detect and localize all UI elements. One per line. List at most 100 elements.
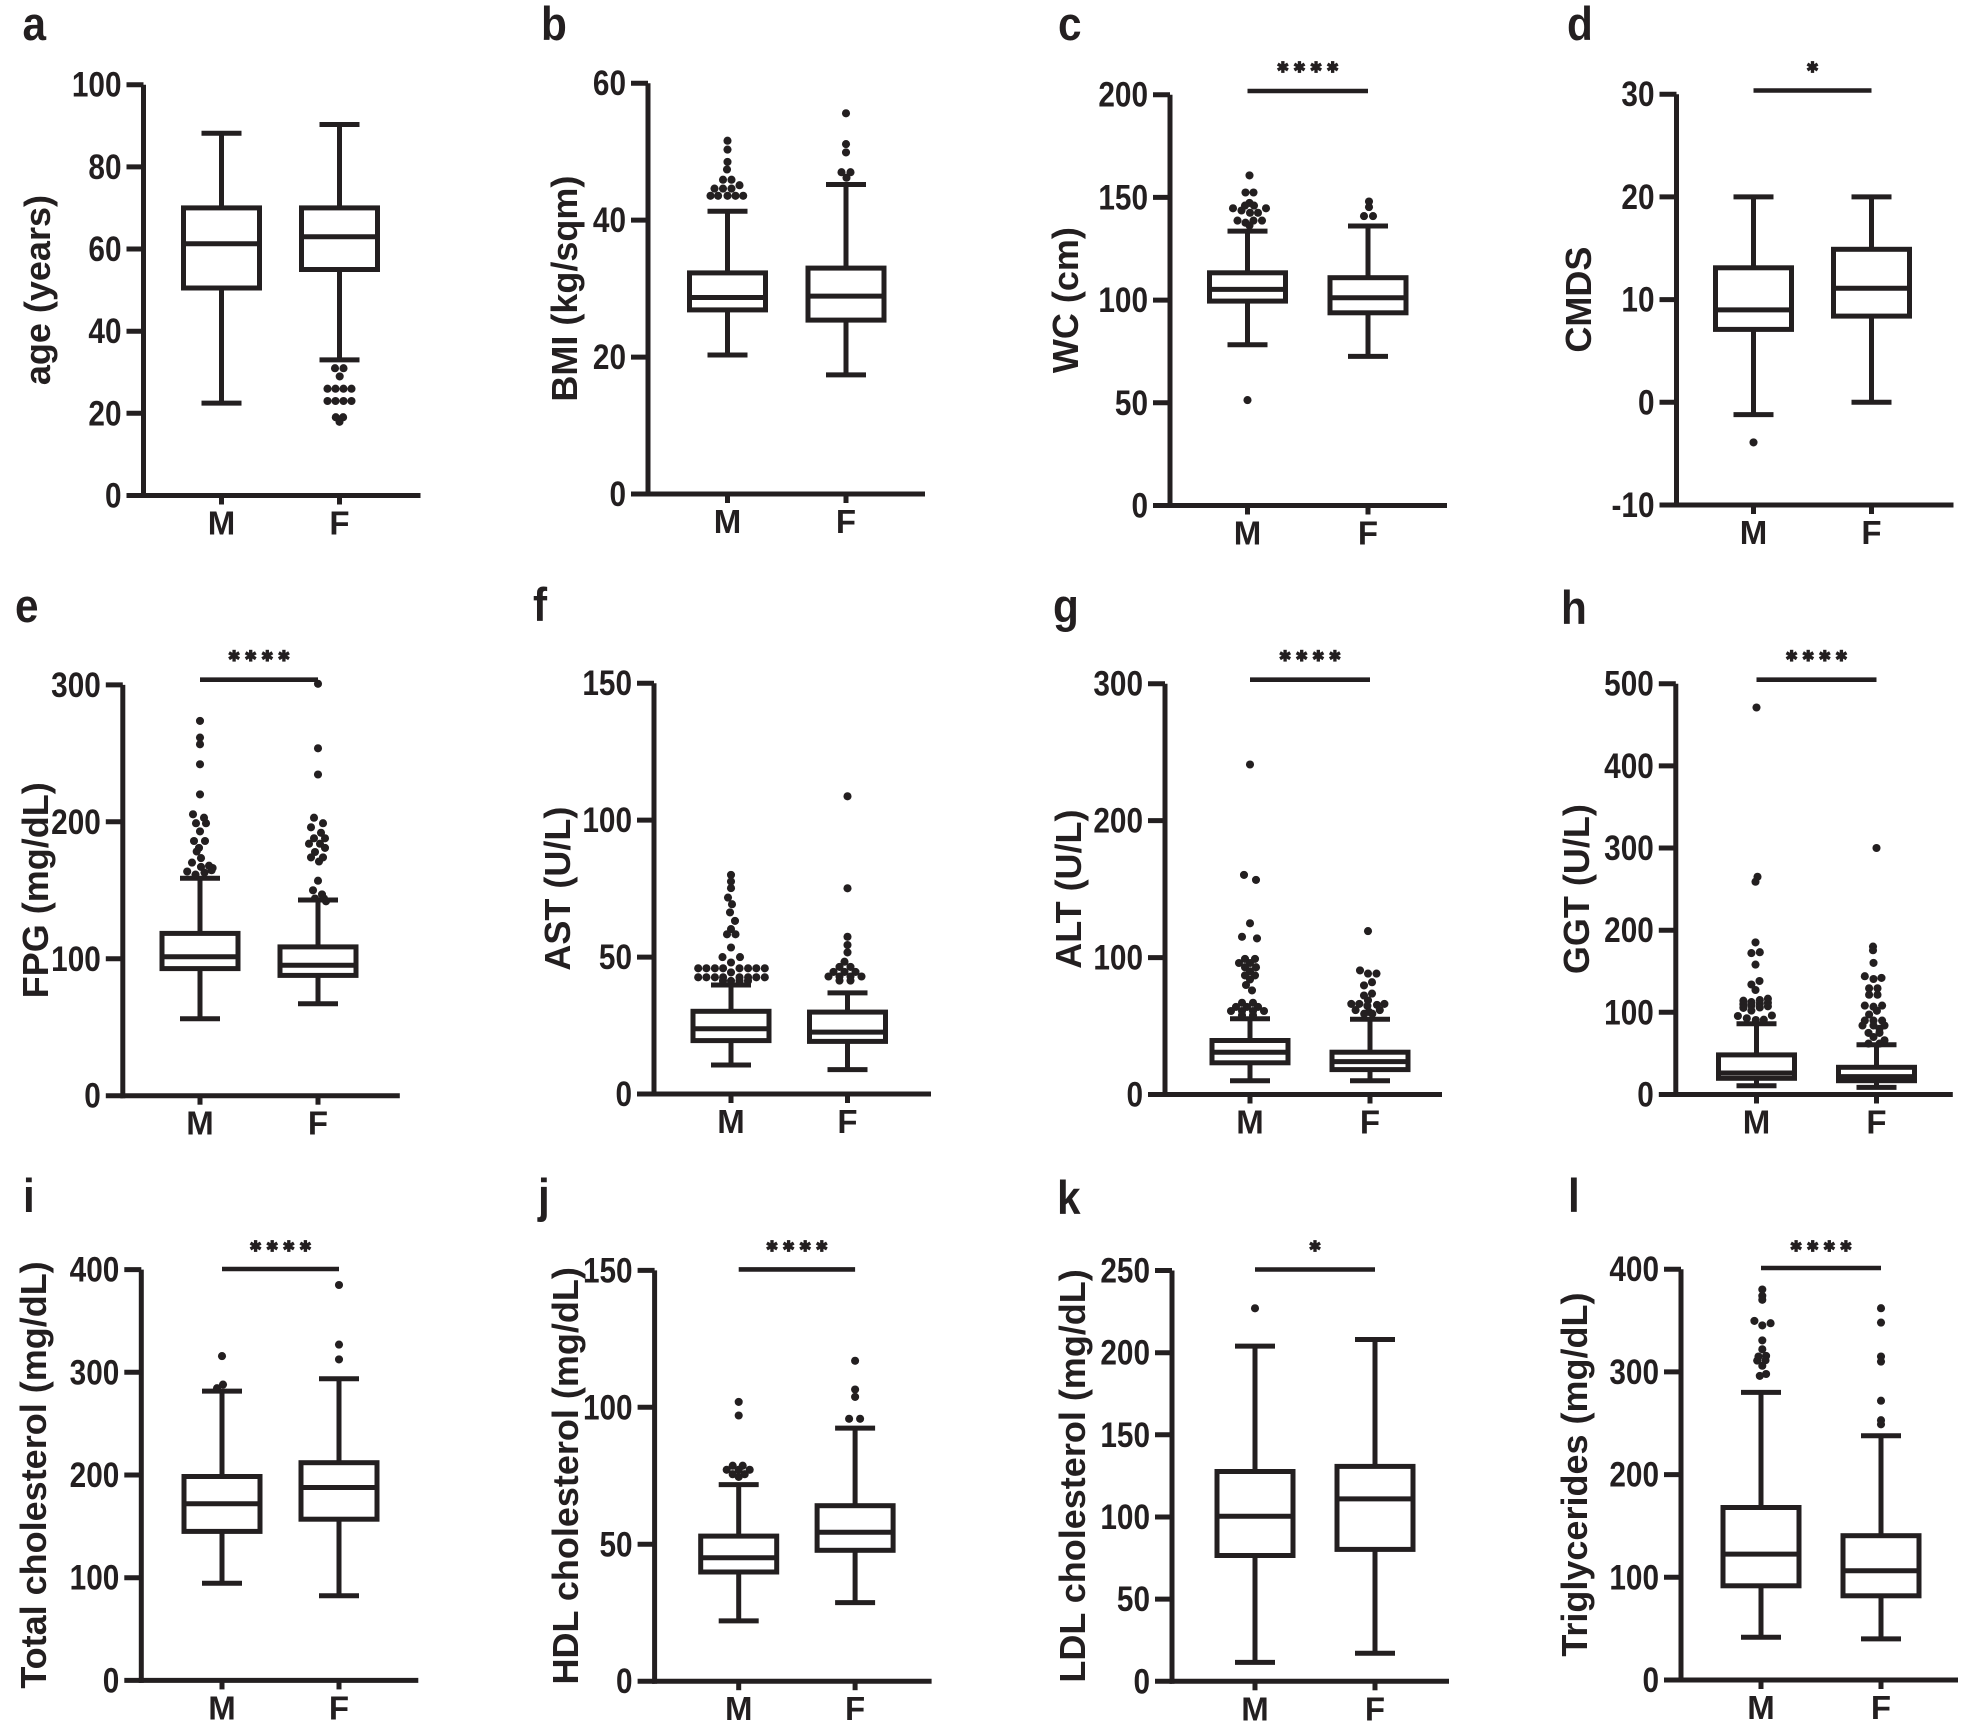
svg-text:F: F (1861, 514, 1881, 551)
svg-text:20: 20 (593, 338, 626, 377)
svg-text:40: 40 (593, 201, 626, 240)
svg-text:F: F (308, 1105, 328, 1142)
svg-text:0: 0 (1642, 1661, 1659, 1700)
svg-text:0: 0 (1126, 1075, 1143, 1114)
svg-text:0: 0 (84, 1076, 101, 1115)
svg-text:M: M (714, 503, 742, 540)
svg-text:200: 200 (70, 1456, 120, 1495)
svg-text:0: 0 (1133, 1662, 1150, 1701)
svg-text:0: 0 (615, 1075, 632, 1114)
svg-text:300: 300 (1609, 1353, 1659, 1392)
svg-text:M: M (725, 1690, 753, 1727)
svg-text:200: 200 (1609, 1455, 1659, 1494)
svg-text:BMI (kg/sqm): BMI (kg/sqm) (544, 176, 585, 402)
svg-text:ALT (U/L): ALT (U/L) (1048, 809, 1089, 968)
svg-text:150: 150 (1100, 1416, 1150, 1455)
svg-text:M: M (1236, 1104, 1264, 1141)
svg-text:d: d (1567, 0, 1593, 51)
svg-text:c: c (1058, 0, 1082, 51)
svg-text:CMDS: CMDS (1558, 247, 1599, 353)
svg-text:300: 300 (70, 1353, 120, 1392)
svg-text:200: 200 (51, 803, 101, 842)
svg-text:50: 50 (599, 938, 632, 977)
svg-text:M: M (208, 1689, 236, 1726)
svg-text:50: 50 (1115, 384, 1148, 423)
svg-text:200: 200 (1604, 911, 1654, 950)
svg-text:100: 100 (582, 801, 632, 840)
svg-text:HDL cholesterol (mg/dL): HDL cholesterol (mg/dL) (545, 1267, 586, 1684)
svg-text:300: 300 (1093, 664, 1143, 703)
svg-text:150: 150 (1098, 178, 1148, 217)
svg-text:AST (U/L): AST (U/L) (537, 807, 578, 971)
svg-text:g: g (1053, 581, 1079, 633)
svg-text:Triglycerides (mg/dL): Triglycerides (mg/dL) (1554, 1293, 1595, 1657)
svg-text:400: 400 (70, 1250, 120, 1289)
svg-text:h: h (1561, 583, 1587, 635)
svg-text:M: M (208, 505, 236, 542)
svg-text:150: 150 (583, 1251, 633, 1290)
svg-text:f: f (533, 580, 547, 632)
svg-text:0: 0 (616, 1662, 633, 1701)
svg-text:0: 0 (1131, 486, 1148, 525)
svg-text:F: F (1358, 515, 1378, 552)
svg-text:M: M (1747, 1689, 1775, 1726)
svg-text:100: 100 (583, 1388, 633, 1427)
svg-text:100: 100 (1098, 281, 1148, 320)
svg-text:60: 60 (593, 64, 626, 103)
svg-text:F: F (1365, 1690, 1385, 1727)
svg-text:F: F (329, 1689, 349, 1726)
svg-text:l: l (1568, 1171, 1580, 1223)
svg-text:F: F (837, 1103, 857, 1140)
svg-text:100: 100 (72, 65, 122, 104)
svg-text:F: F (1866, 1104, 1886, 1141)
svg-text:F: F (1871, 1689, 1891, 1726)
svg-text:100: 100 (70, 1558, 120, 1597)
svg-text:20: 20 (88, 394, 121, 433)
svg-text:Total cholesterol (mg/dL): Total cholesterol (mg/dL) (13, 1261, 54, 1688)
svg-text:k: k (1057, 1173, 1081, 1225)
svg-text:50: 50 (1117, 1580, 1150, 1619)
svg-text:100: 100 (1604, 993, 1654, 1032)
svg-text:250: 250 (1100, 1251, 1150, 1290)
svg-text:0: 0 (1638, 383, 1655, 422)
svg-text:400: 400 (1604, 747, 1654, 786)
svg-text:0: 0 (103, 1661, 120, 1700)
svg-text:0: 0 (105, 476, 122, 515)
svg-text:0: 0 (609, 475, 626, 514)
svg-text:500: 500 (1604, 664, 1654, 703)
svg-text:i: i (23, 1171, 35, 1223)
svg-text:F: F (836, 503, 856, 540)
svg-text:GGT (U/L): GGT (U/L) (1556, 804, 1597, 974)
svg-text:b: b (541, 0, 567, 51)
svg-text:40: 40 (88, 312, 121, 351)
svg-text:F: F (1360, 1104, 1380, 1141)
svg-text:50: 50 (600, 1525, 633, 1564)
svg-text:300: 300 (1604, 829, 1654, 868)
svg-text:M: M (717, 1103, 745, 1140)
svg-text:M: M (1241, 1690, 1269, 1727)
svg-text:-10: -10 (1612, 486, 1655, 525)
svg-text:a: a (23, 0, 48, 51)
svg-text:age (years): age (years) (17, 195, 58, 385)
svg-text:80: 80 (88, 148, 121, 187)
svg-text:100: 100 (51, 940, 101, 979)
svg-text:j: j (537, 1171, 550, 1223)
svg-text:100: 100 (1100, 1498, 1150, 1537)
svg-text:200: 200 (1100, 1333, 1150, 1372)
svg-text:200: 200 (1098, 75, 1148, 114)
svg-text:30: 30 (1621, 75, 1654, 114)
svg-text:M: M (1743, 1104, 1771, 1141)
svg-text:e: e (15, 581, 39, 633)
svg-text:100: 100 (1609, 1558, 1659, 1597)
svg-text:M: M (186, 1105, 214, 1142)
svg-text:F: F (845, 1690, 865, 1727)
svg-text:150: 150 (582, 664, 632, 703)
svg-text:WC (cm): WC (cm) (1045, 227, 1086, 373)
svg-text:10: 10 (1621, 280, 1654, 319)
svg-text:20: 20 (1621, 178, 1654, 217)
svg-text:LDL cholesterol (mg/dL): LDL cholesterol (mg/dL) (1052, 1269, 1093, 1682)
svg-text:200: 200 (1093, 801, 1143, 840)
svg-text:F: F (329, 505, 349, 542)
svg-text:300: 300 (51, 666, 101, 705)
svg-text:400: 400 (1609, 1250, 1659, 1289)
